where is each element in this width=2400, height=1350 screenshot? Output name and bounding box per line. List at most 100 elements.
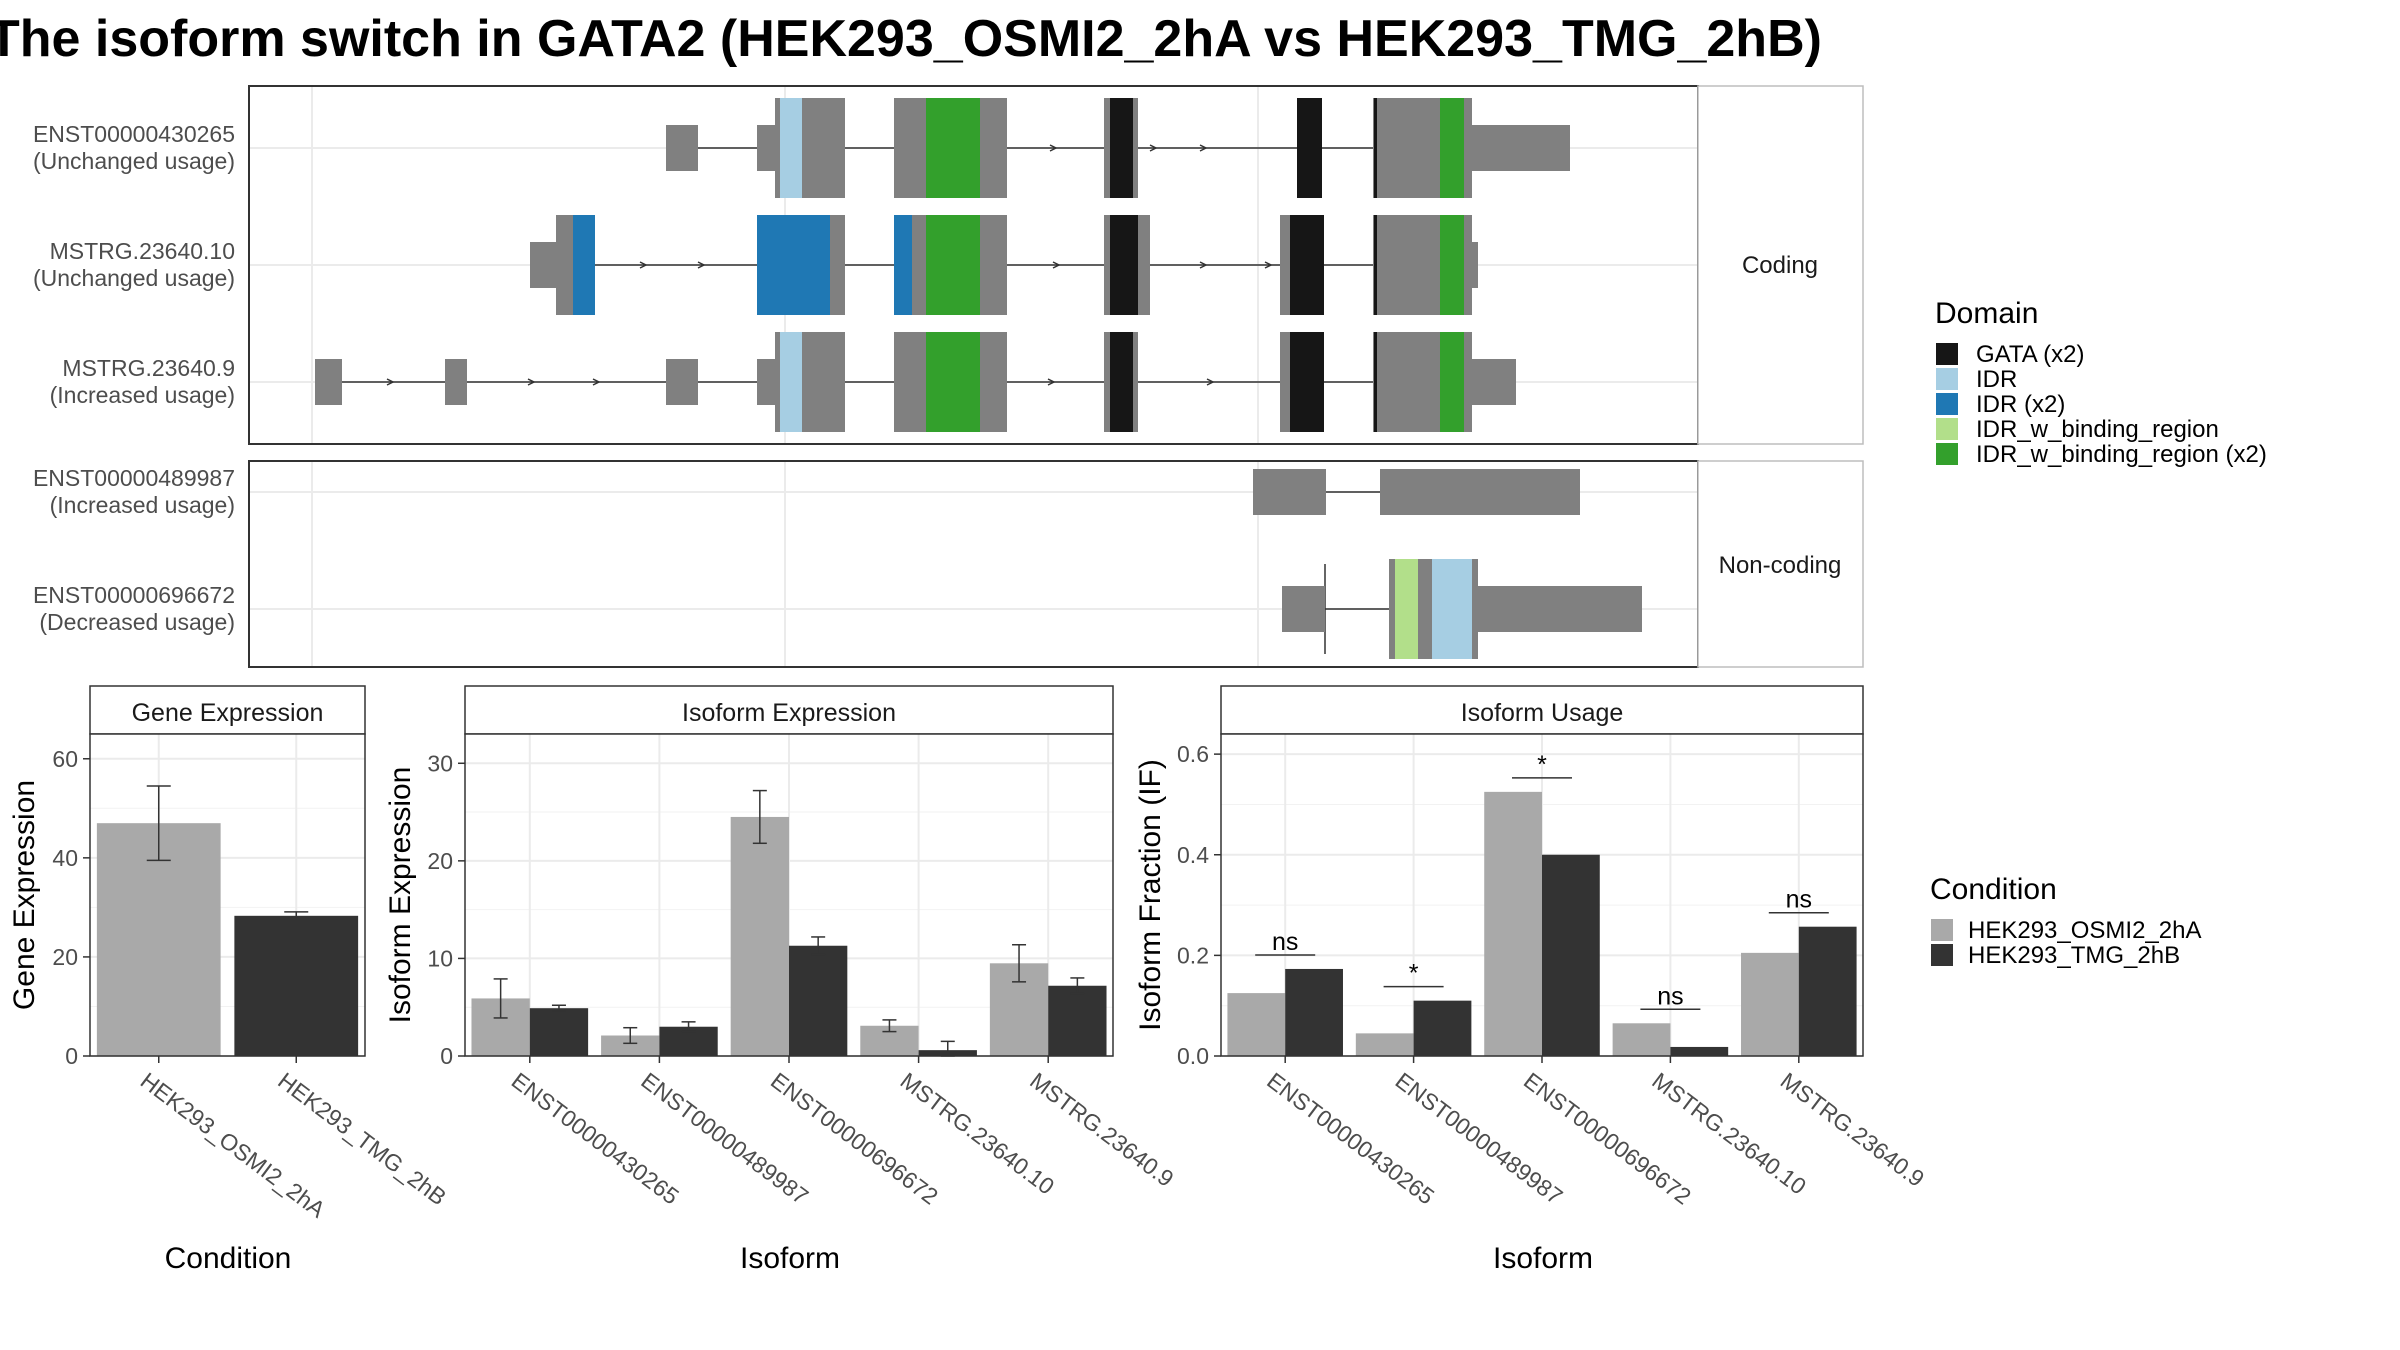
strand-arrow	[1047, 378, 1056, 386]
domain-legend-label: IDR (x2)	[1976, 391, 2065, 418]
protein-domain	[1290, 332, 1324, 432]
panel-title: Gene Expression	[132, 699, 324, 727]
x-axis-title: Condition	[165, 1242, 292, 1275]
y-axis-title: Isoform Fraction (IF)	[1134, 759, 1167, 1031]
y-tick-label: 30	[427, 750, 453, 776]
protein-domain	[1110, 332, 1133, 432]
utr-exon	[1472, 359, 1516, 405]
protein-domain	[1440, 215, 1464, 315]
protein-domain	[1395, 559, 1418, 659]
bar	[1285, 968, 1343, 1056]
utr-exon	[315, 359, 342, 405]
utr-exon	[445, 359, 467, 405]
y-tick-label: 60	[52, 746, 78, 772]
domain-legend-label: IDR_w_binding_region (x2)	[1976, 441, 2267, 468]
y-tick-label: 0.0	[1177, 1043, 1209, 1069]
protein-domain	[894, 215, 912, 315]
significance-label: *	[1537, 751, 1547, 779]
y-tick-label: 10	[427, 945, 453, 971]
protein-domain	[757, 215, 830, 315]
panel-border	[1220, 733, 1864, 1057]
protein-domain	[1440, 98, 1464, 198]
y-tick-label: 0.6	[1177, 741, 1209, 767]
bar-chart-panels: Gene Expression0204060HEK293_OSMI2_2hAHE…	[8, 685, 1929, 1275]
bar	[1484, 791, 1542, 1056]
transcript-usage-label: (Increased usage)	[50, 382, 235, 408]
x-axis-title: Isoform	[740, 1242, 840, 1275]
y-axis-title: Gene Expression	[8, 780, 41, 1010]
protein-domain	[1110, 98, 1133, 198]
panel-border	[89, 733, 366, 1057]
transcript-id-label: ENST00000430265	[33, 121, 235, 147]
bar	[1355, 1033, 1414, 1056]
bar	[789, 945, 848, 1056]
utr-exon	[530, 242, 556, 288]
protein-domain	[1374, 98, 1377, 198]
coding-strip-label: Coding	[1742, 252, 1818, 279]
transcript-track	[530, 215, 1478, 315]
transcript-track	[666, 98, 1570, 198]
strand-arrow	[1199, 144, 1208, 152]
domain-legend-label: GATA (x2)	[1976, 341, 2084, 368]
transcript-id-label: MSTRG.23640.9	[62, 355, 235, 381]
utr-exon	[757, 359, 775, 405]
bar	[1798, 926, 1857, 1056]
domain-legend-label: IDR	[1976, 366, 2017, 393]
condition-legend-swatch	[1931, 944, 1953, 966]
bar	[1227, 993, 1286, 1056]
protein-domain	[926, 215, 980, 315]
y-tick-label: 0	[440, 1043, 453, 1069]
bar-panel-isoform-usage: Isoform Usage0.00.20.40.6ns**nsnsENST000…	[1134, 685, 1929, 1275]
domain-legend-swatch	[1936, 418, 1958, 440]
strand-arrow	[592, 378, 601, 386]
strand-arrow	[527, 378, 536, 386]
y-axis-title: Isoform Expression	[384, 767, 417, 1024]
strand-arrow	[1049, 144, 1058, 152]
transcript-track	[1282, 559, 1642, 659]
domain-legend-swatch	[1936, 343, 1958, 365]
transcript-usage-label: (Decreased usage)	[39, 609, 235, 635]
domain-legend-swatch	[1936, 368, 1958, 390]
utr-exon	[1472, 242, 1478, 288]
panel-strip	[89, 685, 366, 735]
y-tick-label: 20	[52, 944, 78, 970]
bar	[1542, 854, 1600, 1056]
protein-domain	[1110, 215, 1138, 315]
utr-exon	[1282, 586, 1325, 632]
utr-exon	[666, 125, 698, 171]
utr-exon	[666, 359, 698, 405]
transcript-id-label: MSTRG.23640.10	[50, 238, 235, 264]
significance-label: ns	[1657, 982, 1683, 1010]
transcript-usage-label: (Increased usage)	[50, 492, 235, 518]
bar	[601, 1035, 660, 1056]
transcript-labels: ENST00000430265(Unchanged usage)MSTRG.23…	[33, 121, 235, 635]
noncoding-strip	[1697, 460, 1864, 668]
protein-domain	[926, 332, 980, 432]
utr-exon	[757, 125, 775, 171]
strand-arrow	[1206, 378, 1215, 386]
panel-title: Isoform Usage	[1461, 699, 1624, 727]
bar	[234, 915, 359, 1056]
bar-panel-isoform-expression: Isoform Expression0102030ENST00000430265…	[384, 685, 1179, 1275]
bar	[1741, 952, 1799, 1056]
condition-legend-label: HEK293_OSMI2_2hA	[1968, 917, 2201, 944]
protein-domain	[1290, 215, 1324, 315]
condition-legend-label: HEK293_TMG_2hB	[1968, 942, 2180, 969]
domain-legend-title: Domain	[1935, 297, 2038, 330]
transcript-tracks	[315, 98, 1642, 659]
strand-arrow	[639, 261, 648, 269]
condition-legend-swatch	[1931, 919, 1953, 941]
transcript-structure-panel: ENST00000430265(Unchanged usage)MSTRG.23…	[33, 85, 1864, 668]
transcript-track	[315, 332, 1516, 432]
y-tick-label: 0	[65, 1043, 78, 1069]
transcript-id-label: ENST00000696672	[33, 582, 235, 608]
panel-title: Isoform Expression	[682, 699, 896, 727]
domain-legend-swatch	[1936, 443, 1958, 465]
strand-arrow	[1149, 144, 1158, 152]
protein-domain	[1440, 332, 1464, 432]
figure-title: The isoform switch in GATA2 (HEK293_OSMI…	[0, 10, 1822, 68]
protein-domain	[573, 215, 595, 315]
domain-legend-label: IDR_w_binding_region	[1976, 416, 2219, 443]
significance-label: ns	[1786, 886, 1812, 914]
